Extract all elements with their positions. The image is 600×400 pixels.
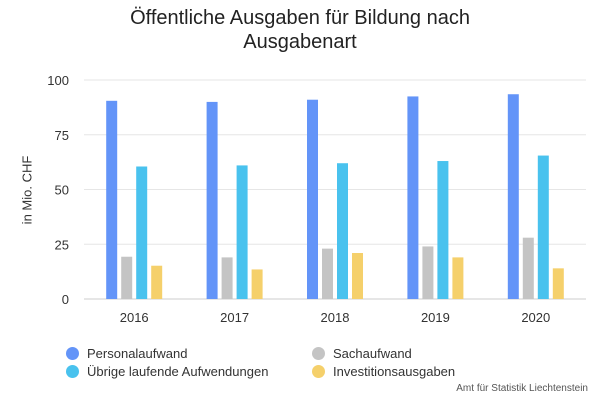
bar-investitionsausgaben-2016 — [151, 265, 163, 299]
legend-item-investitionsausgaben[interactable]: Investitionsausgaben — [312, 364, 455, 379]
legend-item-personalaufwand[interactable]: Personalaufwand — [66, 346, 187, 361]
bar-uebrige-laufende-aufwendungen-2017 — [236, 165, 248, 299]
x-tick-label-2019: 2019 — [421, 310, 450, 325]
legend-marker-uebrige-laufende-aufwendungen — [66, 365, 79, 378]
y-tick-label-50: 50 — [55, 183, 69, 198]
x-tick-label-2020: 2020 — [521, 310, 550, 325]
legend-item-uebrige-laufende-aufwendungen[interactable]: Übrige laufende Aufwendungen — [66, 364, 268, 379]
chart-title: Öffentliche Ausgaben für Bildung nach Au… — [0, 6, 600, 54]
y-tick-label-25: 25 — [55, 237, 69, 252]
legend-marker-investitionsausgaben — [312, 365, 325, 378]
legend-item-sachaufwand[interactable]: Sachaufwand — [312, 346, 412, 361]
bar-personalaufwand-2017 — [206, 101, 218, 300]
x-tick-label-2017: 2017 — [220, 310, 249, 325]
credits-label[interactable]: Amt für Statistik Liechtenstein — [456, 383, 588, 394]
bar-uebrige-laufende-aufwendungen-2018 — [337, 163, 348, 299]
chart-title-line-1: Öffentliche Ausgaben für Bildung nach — [130, 7, 470, 29]
bar-investitionsausgaben-2018 — [352, 253, 363, 299]
bar-investitionsausgaben-2017 — [251, 269, 263, 299]
chart-legend: Personalaufwand Sachaufwand Übrige laufe… — [0, 346, 600, 386]
bar-personalaufwand-2016 — [106, 100, 118, 300]
x-tick-label-2018: 2018 — [321, 310, 350, 325]
y-tick-label-0: 0 — [62, 292, 69, 307]
chart-title-line-2: Ausgabenart — [243, 31, 357, 53]
bar-personalaufwand-2018 — [307, 99, 318, 300]
legend-label-uebrige-laufende-aufwendungen: Übrige laufende Aufwendungen — [87, 364, 269, 379]
bar-personalaufwand-2020 — [507, 94, 519, 299]
y-tick-label-75: 75 — [55, 128, 69, 143]
legend-label-personalaufwand: Personalaufwand — [87, 346, 188, 361]
bar-uebrige-laufende-aufwendungen-2016 — [136, 166, 148, 299]
bar-investitionsausgaben-2020 — [552, 268, 564, 299]
bar-sachaufwand-2019 — [422, 246, 434, 299]
legend-label-investitionsausgaben: Investitionsausgaben — [333, 364, 456, 379]
bar-uebrige-laufende-aufwendungen-2019 — [437, 161, 449, 299]
bar-sachaufwand-2016 — [121, 256, 133, 299]
bar-personalaufwand-2019 — [407, 96, 419, 299]
bar-sachaufwand-2017 — [221, 257, 233, 299]
bar-sachaufwand-2020 — [522, 237, 534, 299]
y-tick-label-100: 100 — [47, 73, 69, 88]
legend-marker-personalaufwand — [66, 347, 79, 360]
legend-marker-sachaufwand — [312, 347, 325, 360]
bar-sachaufwand-2018 — [322, 248, 333, 299]
bar-investitionsausgaben-2019 — [452, 257, 464, 299]
x-tick-label-2016: 2016 — [120, 310, 149, 325]
legend-label-sachaufwand: Sachaufwand — [333, 346, 412, 361]
bar-uebrige-laufende-aufwendungen-2020 — [537, 155, 549, 299]
